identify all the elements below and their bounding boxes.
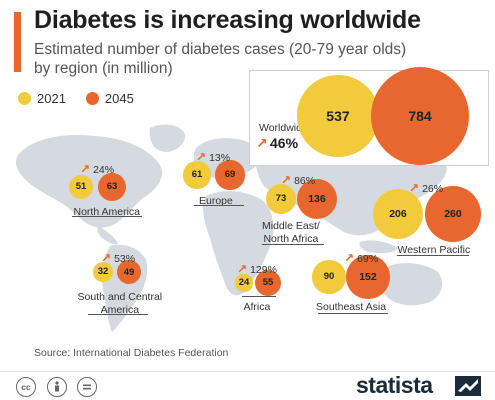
region-underline: [318, 313, 388, 314]
growth-value: 53%: [114, 253, 136, 265]
bubble-worldwide-2021: 537: [297, 75, 379, 157]
by-icon: [47, 377, 67, 397]
growth-label-north-america: ↗ 24%: [80, 162, 114, 176]
legend-label-2045: 2045: [104, 91, 134, 106]
growth-value: 13%: [209, 152, 231, 164]
region-underline: [194, 205, 244, 206]
cc-icon: cc: [16, 377, 36, 397]
growth-arrow-icon: ↗: [409, 181, 420, 195]
map-central-america: [97, 226, 118, 245]
region-underline: [242, 296, 276, 297]
growth-label-south-and-central-america: ↗ 53%: [101, 251, 135, 265]
growth-arrow-icon: ↗: [281, 173, 292, 187]
region-label-western-pacific: Western Pacific: [397, 244, 471, 256]
map-africa: [203, 191, 274, 296]
region-underline: [397, 255, 469, 256]
growth-arrow-icon: ↗: [237, 262, 248, 276]
bubble-south-and-central-america-2021: 32: [93, 262, 113, 282]
map-greenland: [149, 124, 186, 152]
growth-value: 69%: [357, 253, 379, 265]
legend-swatch-2045: [85, 92, 99, 105]
growth-arrow-icon: ↗: [101, 251, 112, 265]
bubble-africa-2045: 55: [255, 270, 281, 296]
growth-label-western-pacific: ↗ 26%: [409, 181, 443, 195]
bubble-europe-2021: 61: [183, 161, 211, 189]
region-label-worldwide: Worldwide: [259, 122, 308, 134]
legend-label-2021: 2021: [37, 91, 66, 106]
growth-value: 86%: [294, 175, 316, 187]
legend-item-2045: 2045: [85, 91, 134, 106]
growth-arrow-icon: ↗: [344, 251, 355, 265]
legend-swatch-2021: [18, 92, 31, 105]
region-underline: [88, 314, 148, 315]
region-underline: [262, 244, 324, 245]
statista-mark-icon: [455, 376, 481, 396]
growth-arrow-icon: ↗: [80, 162, 91, 176]
bubble-middle-east-north-africa-2045: 136: [296, 178, 338, 220]
growth-label-southeast-asia: ↗ 69%: [344, 251, 378, 265]
region-label-southeast-asia: Southeast Asia: [316, 301, 387, 313]
bubble-worldwide-2045: 784: [371, 67, 469, 165]
region-label-europe: Europe: [199, 195, 233, 207]
chart-subtitle: Estimated number of diabetes cases (20-7…: [34, 41, 407, 77]
legend-item-2021: 2021: [18, 91, 66, 106]
growth-label-worldwide: 46%: [270, 135, 299, 151]
bubble-africa-2021: 24: [235, 274, 253, 292]
bubble-western-pacific-2021: 206: [372, 188, 424, 240]
bubble-middle-east-north-africa-2021: 73: [266, 184, 296, 214]
bubble-southeast-asia-2021: 90: [312, 260, 346, 294]
growth-label-africa: ↗ 129%: [237, 262, 277, 276]
region-underline: [72, 216, 142, 217]
legend: 2021 2045: [18, 91, 154, 106]
source-note: Source: International Diabetes Federatio…: [34, 347, 229, 359]
growth-label-middle-east-north-africa: ↗ 86%: [281, 173, 315, 187]
region-label-middle-east-north-africa: Middle East/North Africa: [262, 220, 320, 245]
chart-title: Diabetes is increasing worldwide: [34, 6, 421, 34]
growth-value: 24%: [93, 164, 115, 176]
bubble-north-america-2045: 63: [98, 173, 126, 201]
footer-divider: [0, 371, 495, 372]
map-australia: [379, 263, 443, 306]
region-label-south-and-central-america: South and Central America: [77, 291, 163, 316]
growth-arrow-icon: ↗: [196, 150, 207, 164]
growth-label-europe: ↗ 13%: [196, 150, 230, 164]
bubble-south-and-central-america-2045: 49: [116, 259, 142, 285]
growth-value: 129%: [250, 264, 277, 276]
growth-value: 26%: [422, 183, 444, 195]
accent-bar: [14, 12, 21, 72]
statista-logo: statista: [356, 372, 433, 398]
region-label-africa: Africa: [243, 301, 271, 313]
map-southeast-islands: [359, 240, 398, 254]
bubble-north-america-2021: 51: [68, 174, 94, 200]
growth-arrow-icon: ↗: [256, 135, 268, 151]
bubble-europe-2045: 69: [215, 160, 245, 190]
bubble-western-pacific-2045: 260: [424, 185, 482, 243]
region-label-north-america: North America: [73, 206, 141, 218]
nd-icon: [77, 377, 97, 397]
bubble-southeast-asia-2045: 152: [346, 255, 390, 299]
